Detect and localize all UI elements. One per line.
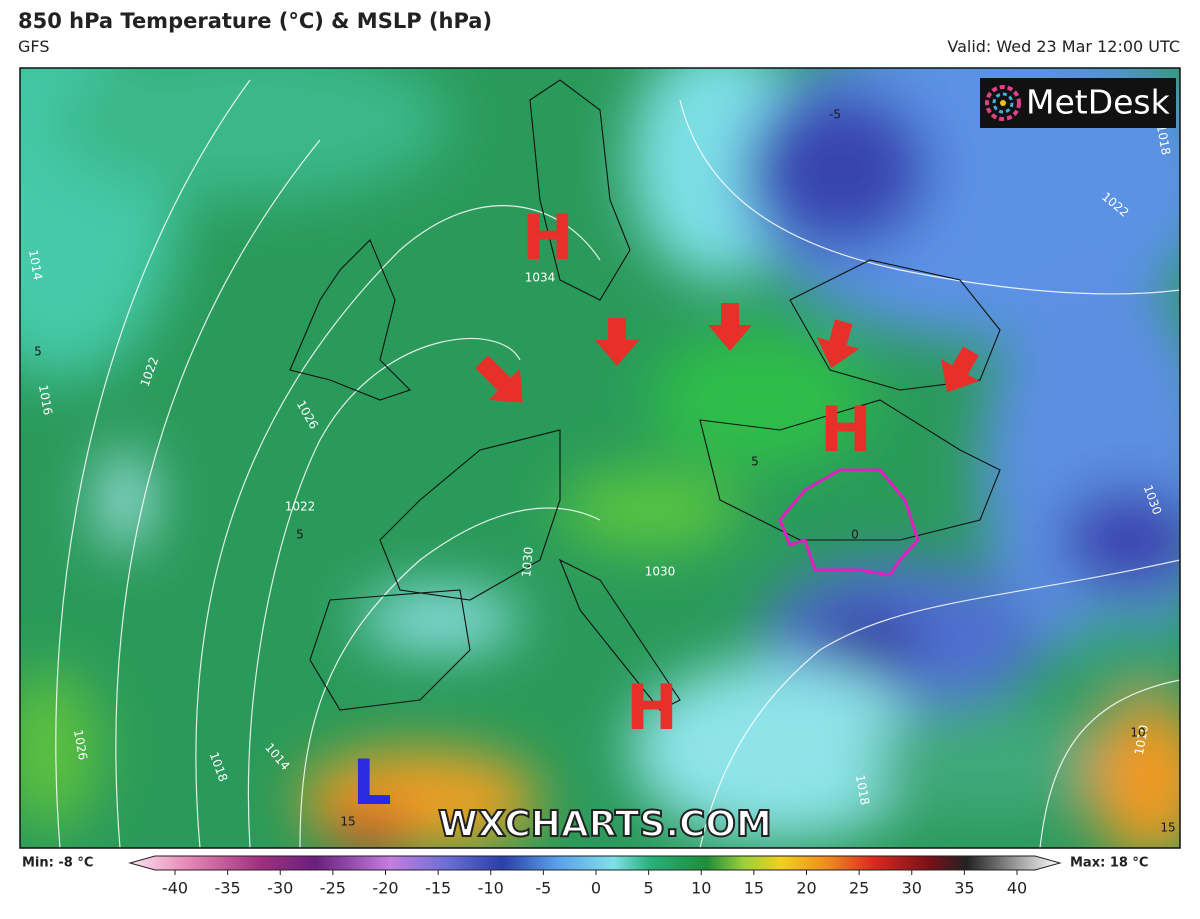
- isobar-label: 1016: [36, 384, 55, 417]
- colorbar-tick-label: 10: [691, 879, 711, 898]
- colorbar: [128, 855, 1062, 871]
- romania-outline: [778, 468, 920, 577]
- colorbar-tick-label: -40: [162, 879, 188, 898]
- temperature-label: 15: [1160, 821, 1175, 835]
- colorbar-tick-label: 35: [954, 879, 974, 898]
- temperature-label: -5: [829, 108, 841, 122]
- colorbar-tick-label: 30: [902, 879, 922, 898]
- low-pressure: L: [352, 746, 392, 819]
- arrows: [475, 303, 980, 403]
- colorbar-tick-label: 40: [1007, 879, 1027, 898]
- colorbar-tick-label: -5: [535, 879, 551, 898]
- isobar-label: 1018: [853, 774, 872, 807]
- colorbar-max: Max: 18 °C: [1070, 856, 1148, 871]
- colorbar-ticks: -40 -35 -30 -25 -20 -15 -10 -5 0 5 10 15 20 25 30 35 40: [162, 870, 1027, 898]
- model: GFS: [18, 37, 49, 56]
- colorbar-tick-label: -35: [215, 879, 241, 898]
- colorbar-tick-label: -30: [267, 879, 293, 898]
- high-pressure: H: [522, 201, 574, 274]
- colorbar-min: Min: -8 °C: [22, 856, 93, 871]
- temperature-label: 5: [751, 455, 759, 469]
- high-pressure: H: [820, 393, 872, 466]
- colorbar-tick-label: 20: [796, 879, 816, 898]
- temperature-label: 10: [1130, 726, 1145, 740]
- isobar-label: 1018: [1154, 124, 1173, 157]
- temperature-label: 15: [340, 815, 355, 829]
- colorbar-tick-label: -10: [478, 879, 504, 898]
- map-frame: [19, 67, 1181, 849]
- temperature-label: 5: [34, 345, 42, 359]
- temperature-label: 0: [851, 528, 859, 542]
- temperature-label: 5: [296, 528, 304, 542]
- colorbar-tick-label: 25: [849, 879, 869, 898]
- colorbar-tick-label: 5: [644, 879, 654, 898]
- logo-icon: [985, 85, 1021, 121]
- isobar-label: 1026: [71, 729, 90, 762]
- isobar-label: 1014: [26, 249, 45, 282]
- colorbar-tick-label: -15: [425, 879, 451, 898]
- map: 1034 1022 1026 1022 1014 1016 1030 1030 …: [20, 68, 1180, 848]
- colorbar-tick-label: 0: [591, 879, 601, 898]
- high-pressure: H: [626, 671, 678, 744]
- colorbar-tick-label: -20: [372, 879, 398, 898]
- isobar-label: 1030: [645, 565, 676, 579]
- watermark: WXCHARTS.COM: [438, 804, 772, 845]
- valid-time: Valid: Wed 23 Mar 12:00 UTC: [947, 37, 1180, 56]
- isobar-label: 1022: [285, 500, 316, 514]
- colorbar-tick-label: 15: [744, 879, 764, 898]
- isobar-label: 1034: [525, 271, 556, 285]
- isobar-label: 1030: [519, 546, 536, 578]
- colorbar-tick-label: -25: [320, 879, 346, 898]
- logo: MetDesk: [1026, 83, 1171, 122]
- isobar-label: 1010: [1132, 724, 1151, 757]
- title: 850 hPa Temperature (°C) & MSLP (hPa): [18, 9, 492, 33]
